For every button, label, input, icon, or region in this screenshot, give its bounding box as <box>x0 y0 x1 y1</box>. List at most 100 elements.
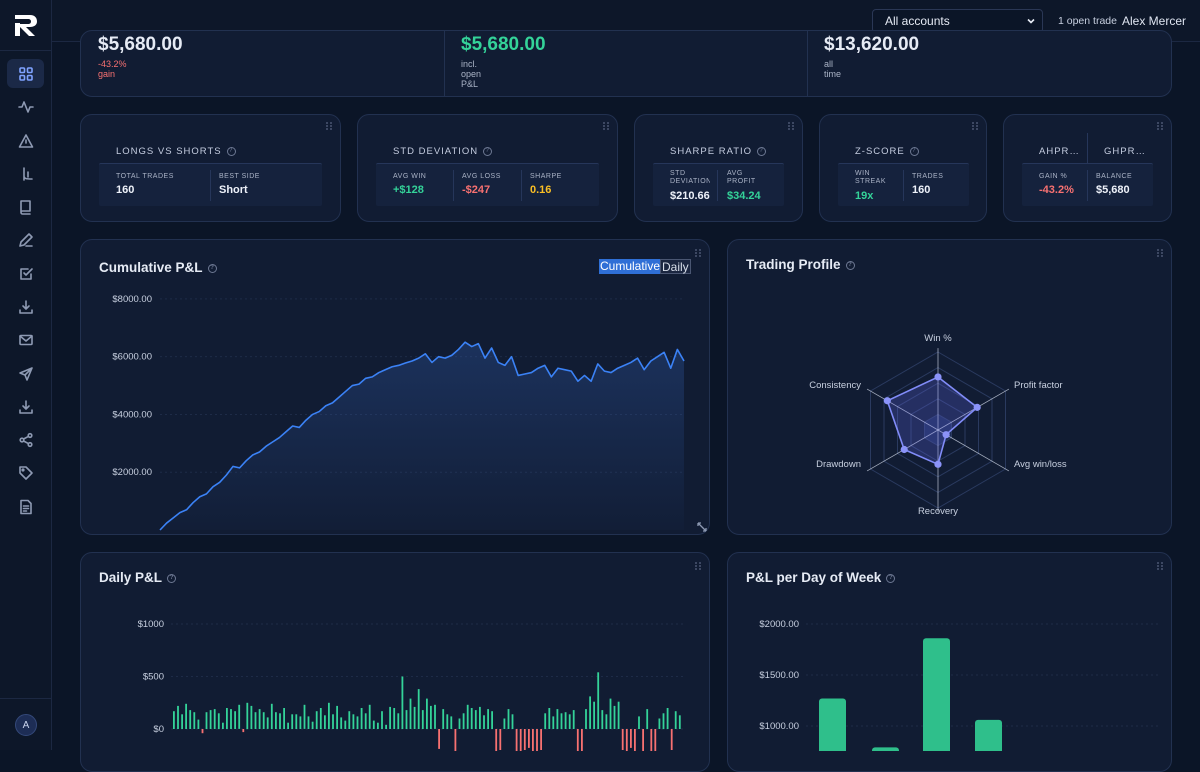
metric-title: Z-SCORE? <box>855 146 919 157</box>
daily-bar <box>205 712 208 729</box>
metric-label: BEST SIDE <box>219 173 260 180</box>
app-logo[interactable] <box>12 12 40 38</box>
daily-bar <box>642 729 644 751</box>
panel-title: P&L per Day of Week? <box>746 570 896 585</box>
radar-chart[interactable]: Win % Profit factor Avg win/loss Recovery Dr… <box>728 240 1173 536</box>
drag-handle-icon[interactable] <box>1157 249 1163 257</box>
metric-value: -$247 <box>462 184 491 196</box>
resize-icon[interactable] <box>696 521 708 533</box>
drag-handle-icon[interactable] <box>1157 562 1163 570</box>
help-icon[interactable]: ? <box>483 146 493 156</box>
drag-handle-icon[interactable] <box>603 122 609 130</box>
drag-handle-icon[interactable] <box>695 562 701 570</box>
daily-bar <box>523 729 526 750</box>
panel-title-text: Cumulative P&L <box>99 260 203 275</box>
sidebar-item-alerts[interactable] <box>7 126 44 155</box>
summary-card: $5,680.00 -43.2% gain $5,680.00 incl. op… <box>80 30 1172 97</box>
daily-bar <box>601 710 604 729</box>
daily-bar <box>258 709 261 729</box>
sidebar-item-send[interactable] <box>7 359 44 388</box>
chevron-down-icon <box>1027 18 1035 24</box>
daily-bar <box>458 718 461 729</box>
metric-cell: STD DEVIATION $210.66 <box>670 164 710 207</box>
daily-bar <box>385 724 387 729</box>
sidebar-item-notes[interactable] <box>7 225 44 254</box>
daily-bar <box>283 708 285 729</box>
metric-label: BALANCE <box>1096 173 1133 180</box>
help-icon[interactable]: ? <box>909 146 919 156</box>
user-name[interactable]: Alex Mercer <box>1122 14 1187 28</box>
daily-bar <box>372 720 375 729</box>
daily-bar <box>678 715 681 729</box>
metric-value: $5,680 <box>1096 184 1130 196</box>
daily-bar <box>564 712 567 729</box>
daily-bar <box>238 704 241 729</box>
open-trades-link[interactable]: 1 open trade <box>1058 15 1117 27</box>
sidebar-item-dashboard[interactable] <box>7 59 44 88</box>
daily-bar <box>381 711 383 729</box>
metric-inner: STD DEVIATION $210.66 AVG PROFIT $34.24 <box>653 163 784 206</box>
sidebar-item-download[interactable] <box>7 392 44 421</box>
sidebar-item-import[interactable] <box>7 292 44 321</box>
dow-chart[interactable]: $2000.00 $1500.00 $1000.00 <box>728 553 1173 751</box>
drag-handle-icon[interactable] <box>1157 122 1163 130</box>
daily-bar <box>634 729 636 751</box>
metric-card-longs-shorts: LONGS VS SHORTS? TOTAL TRADES 160 BEST S… <box>80 114 341 222</box>
sidebar-item-notebook[interactable] <box>7 192 44 221</box>
sidebar-item-share[interactable] <box>7 425 44 454</box>
metric-title-text: SHARPE RATIO <box>670 146 753 157</box>
toggle-cumulative[interactable]: Cumulative <box>599 259 662 274</box>
help-icon[interactable]: ? <box>226 146 236 156</box>
pen-icon <box>18 232 33 247</box>
cumulative-pnl-card: Cumulative P&L? Cumulative Daily $8000.0… <box>80 239 710 535</box>
sidebar-item-activity[interactable] <box>7 92 44 121</box>
daily-bar <box>319 708 322 729</box>
candlestick-icon <box>22 166 33 181</box>
daily-chart[interactable]: $1000 $500 $0 <box>81 553 711 751</box>
total-note: all time <box>824 59 842 79</box>
sidebar-item-journal[interactable] <box>7 159 44 188</box>
help-icon[interactable]: ? <box>845 260 855 270</box>
avatar[interactable]: A <box>15 714 37 736</box>
cell-divider <box>521 170 522 201</box>
help-icon[interactable]: ? <box>167 573 177 583</box>
daily-bar <box>397 713 400 730</box>
daily-bar <box>209 710 212 729</box>
daily-bar <box>442 709 445 729</box>
equity-value: $5,680.00 <box>461 34 546 55</box>
daily-bar <box>197 719 200 729</box>
daily-bar <box>287 722 289 729</box>
help-icon[interactable]: ? <box>886 573 896 583</box>
help-icon[interactable]: ? <box>757 146 767 156</box>
cell-divider <box>453 170 454 201</box>
metric-value: $210.66 <box>670 190 710 202</box>
daily-bar <box>654 729 657 751</box>
daily-bar <box>393 708 396 729</box>
drag-handle-icon[interactable] <box>326 122 332 130</box>
daily-bar <box>568 714 571 729</box>
sidebar: A <box>0 0 52 750</box>
sidebar-item-mail[interactable] <box>7 325 44 354</box>
daily-bar <box>466 704 469 729</box>
sidebar-item-checklist[interactable] <box>7 259 44 288</box>
sidebar-item-reports[interactable] <box>7 492 44 521</box>
daily-bar <box>528 729 530 748</box>
drag-handle-icon[interactable] <box>972 122 978 130</box>
daily-bar <box>421 710 424 729</box>
daily-bar <box>585 709 587 729</box>
toggle-daily[interactable]: Daily <box>660 259 691 274</box>
daily-bar <box>332 714 334 729</box>
sidebar-item-tags[interactable] <box>7 458 44 487</box>
metric-title: LONGS VS SHORTS? <box>116 146 236 157</box>
daily-bar <box>617 701 620 729</box>
drag-handle-icon[interactable] <box>788 122 794 130</box>
daily-bar <box>666 708 669 729</box>
daily-bar <box>230 709 232 729</box>
daily-bar <box>389 706 391 729</box>
ahpr-title: AHPR… <box>1039 146 1080 157</box>
daily-bar <box>519 729 522 751</box>
help-icon[interactable]: ? <box>207 263 217 273</box>
drag-handle-icon[interactable] <box>695 249 701 257</box>
cumulative-chart[interactable]: $8000.00 $6000.00 $4000.00 $2000.00 <box>81 240 711 536</box>
dashboard-icon <box>18 66 33 81</box>
